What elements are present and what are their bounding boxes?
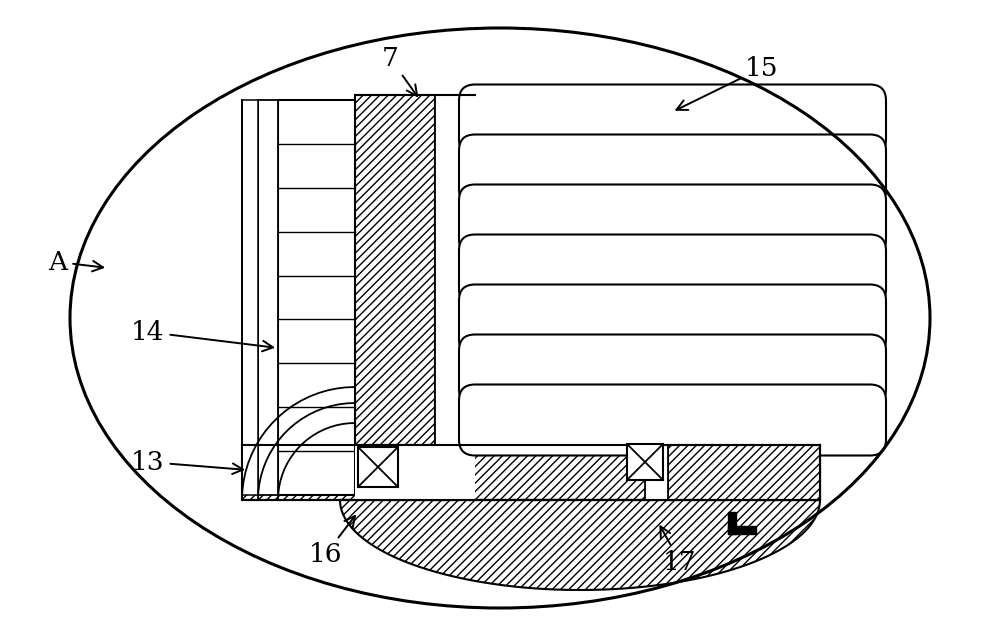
- Bar: [358, 447, 398, 487]
- FancyBboxPatch shape: [459, 235, 886, 305]
- Bar: [242, 100, 258, 495]
- Bar: [627, 444, 663, 480]
- Bar: [242, 445, 820, 500]
- Text: 7: 7: [382, 46, 417, 96]
- Bar: [728, 526, 756, 534]
- Ellipse shape: [70, 28, 930, 608]
- Bar: [645, 445, 668, 500]
- Polygon shape: [340, 500, 820, 590]
- Text: A: A: [48, 249, 103, 275]
- Bar: [258, 100, 278, 495]
- FancyBboxPatch shape: [459, 184, 886, 256]
- Bar: [355, 445, 475, 500]
- Bar: [355, 95, 435, 445]
- Text: 15: 15: [676, 55, 779, 110]
- Text: 13: 13: [131, 450, 243, 474]
- Text: 16: 16: [308, 516, 355, 567]
- FancyBboxPatch shape: [459, 85, 886, 155]
- Bar: [668, 445, 820, 500]
- FancyBboxPatch shape: [459, 335, 886, 406]
- Text: 17: 17: [660, 527, 697, 574]
- FancyBboxPatch shape: [459, 385, 886, 455]
- Bar: [728, 512, 736, 534]
- Bar: [435, 95, 475, 445]
- FancyBboxPatch shape: [459, 134, 886, 205]
- FancyBboxPatch shape: [459, 284, 886, 356]
- Text: 14: 14: [131, 319, 273, 351]
- Bar: [278, 100, 355, 495]
